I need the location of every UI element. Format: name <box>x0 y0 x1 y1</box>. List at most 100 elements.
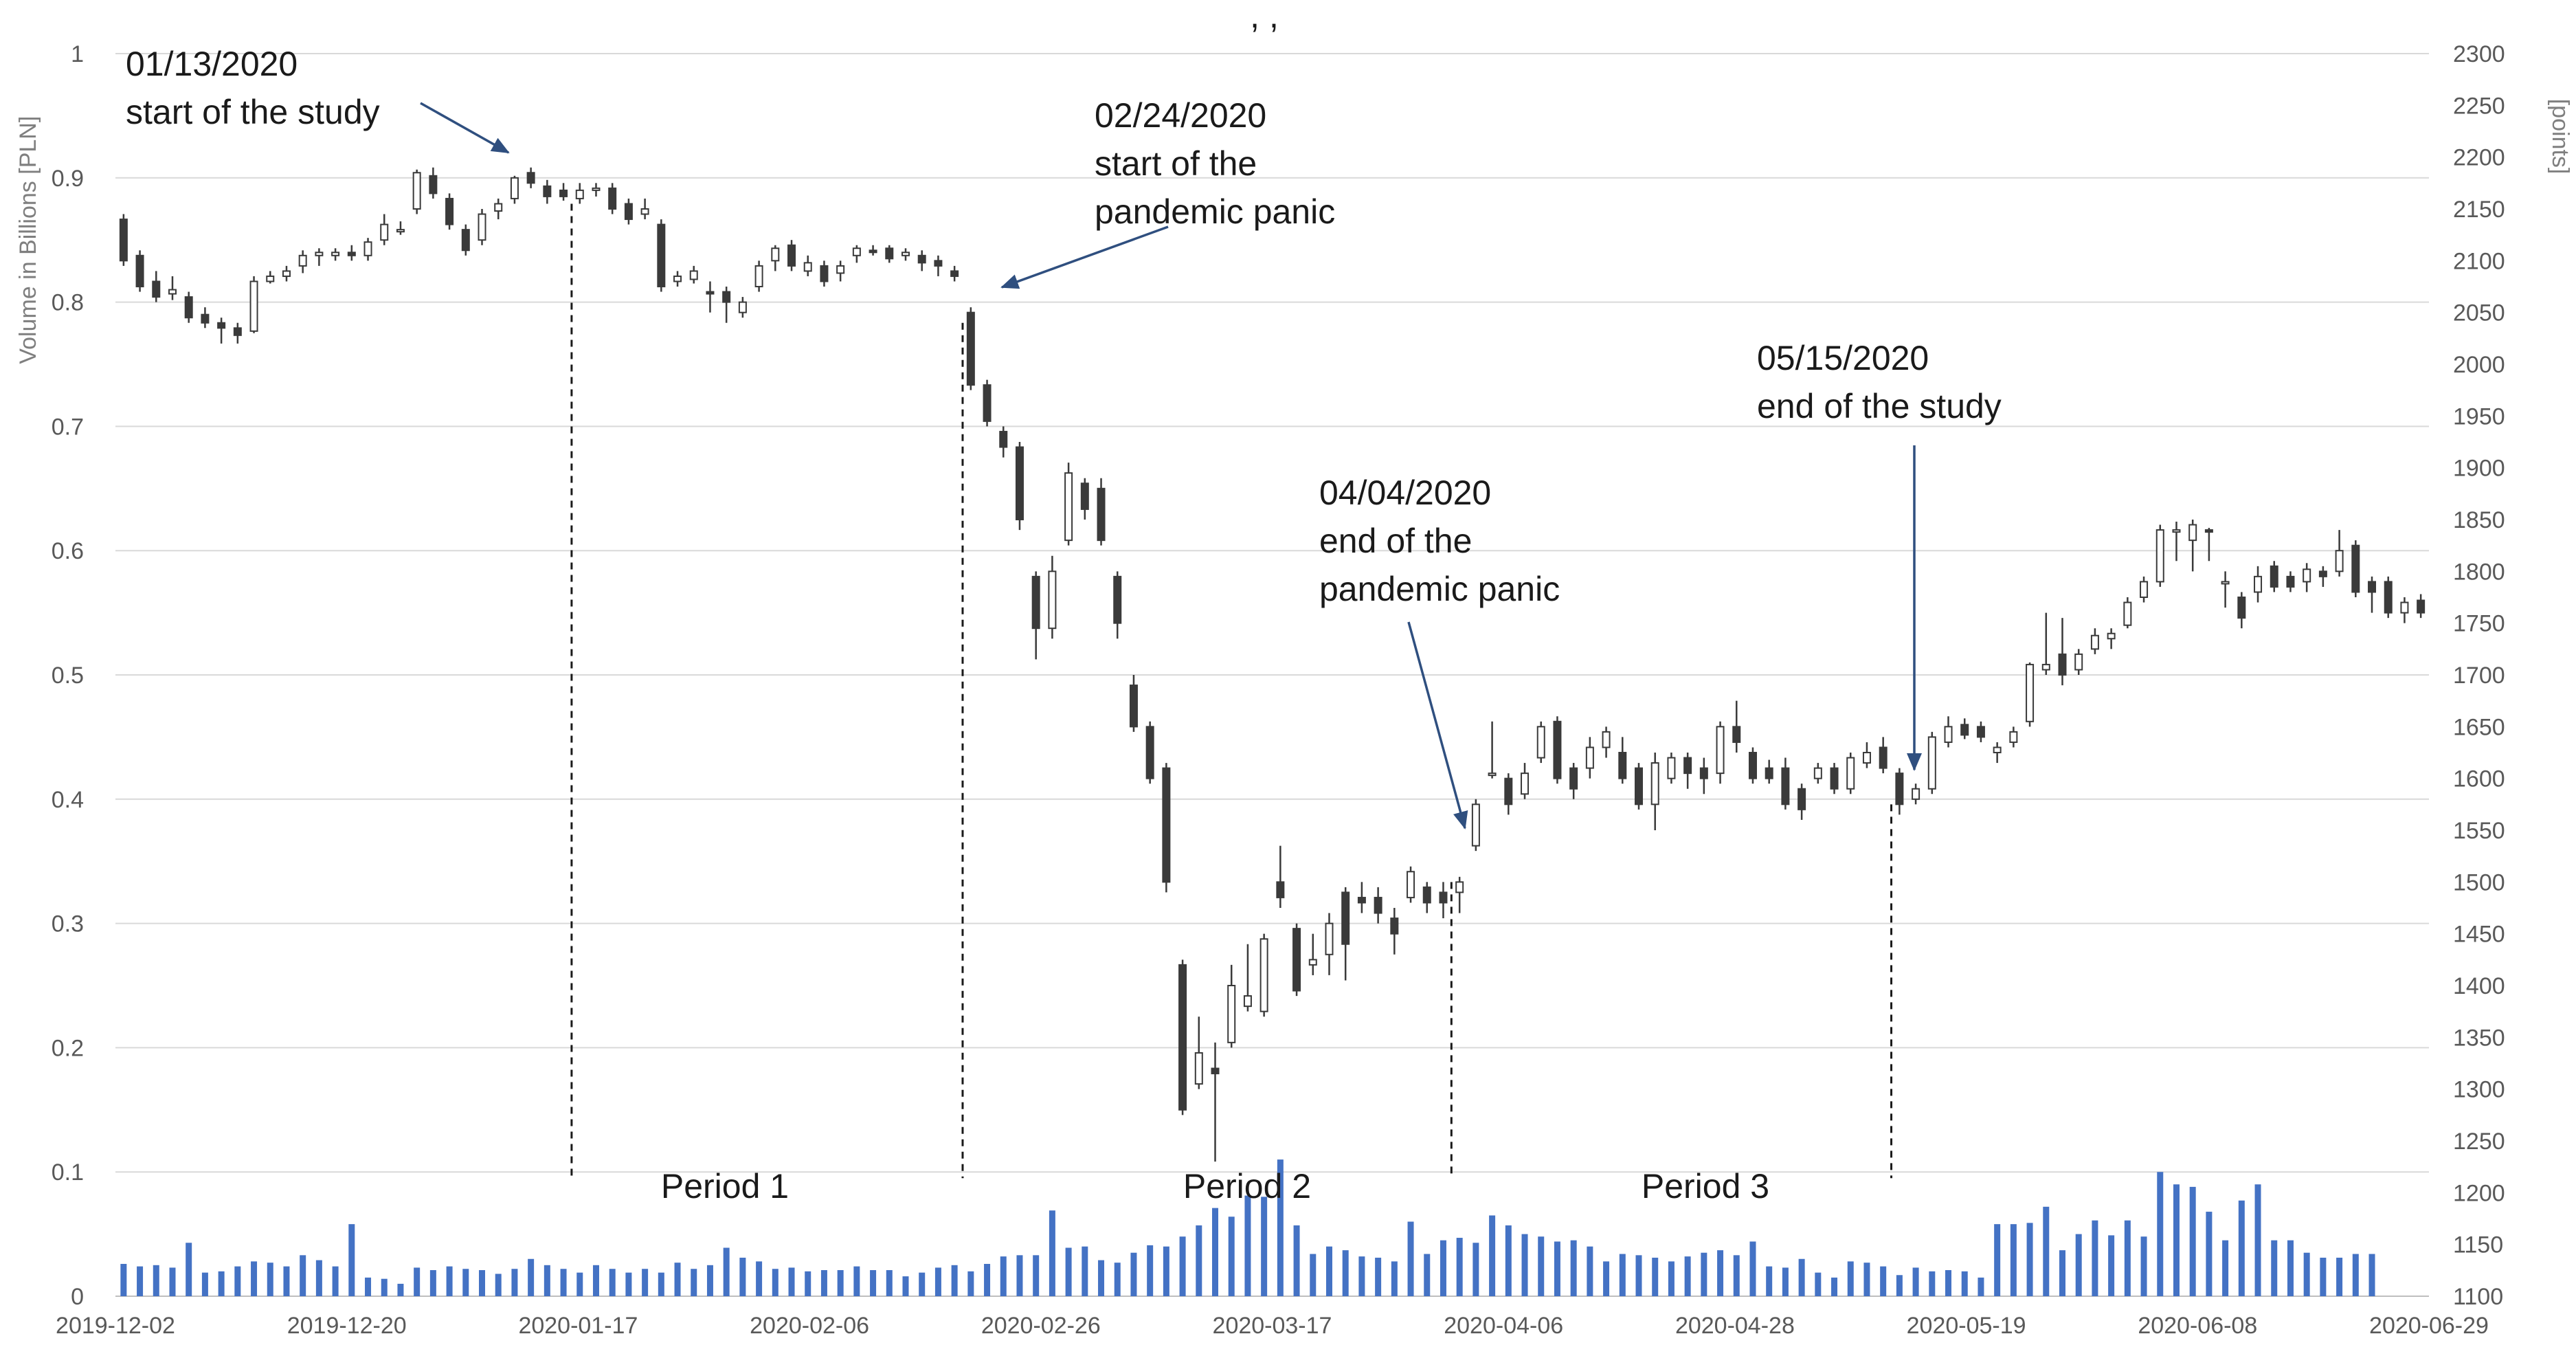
candle-body <box>608 187 617 210</box>
volume-bar <box>984 1263 991 1296</box>
volume-bar <box>853 1266 860 1296</box>
volume-bar <box>625 1272 632 1296</box>
volume-bar <box>1538 1236 1545 1296</box>
left-axis: 0 0.1 0.2 0.3 0.4 0.5 0.6 0.7 0.8 0.9 1 Volume in B… <box>15 41 84 1310</box>
candle <box>1927 731 1936 794</box>
x-axis-tick-label: 2019-12-20 <box>287 1313 407 1339</box>
candle <box>722 287 731 323</box>
candle-body <box>689 270 698 280</box>
candle-body <box>2026 663 2035 722</box>
candle-body <box>1341 891 1350 945</box>
candle <box>412 169 421 214</box>
candle <box>706 281 715 313</box>
candle <box>1390 908 1399 955</box>
candle <box>510 175 519 204</box>
candle-body <box>1813 767 1822 779</box>
volume-bar <box>1000 1256 1007 1296</box>
chart-title: , , <box>1250 0 1279 35</box>
candle-body <box>266 275 275 282</box>
candle <box>363 238 372 261</box>
left-axis-tick-label: 1 <box>71 41 84 67</box>
annotation-text: start of the <box>1095 144 1257 183</box>
candle <box>1862 742 1871 768</box>
right-axis-tick-label: 1650 <box>2453 714 2505 740</box>
period-label: Period 1 <box>661 1167 789 1205</box>
x-axis-tick-label: 2020-05-19 <box>1907 1313 2026 1339</box>
candle <box>1993 742 2002 764</box>
candle <box>1194 1016 1203 1089</box>
candle-body <box>1015 446 1024 520</box>
candle-body <box>1960 724 1969 736</box>
right-axis-tick-label: 2050 <box>2453 300 2505 326</box>
right-axis-tick-label: 1350 <box>2453 1025 2505 1051</box>
volume-bar <box>1570 1240 1577 1296</box>
candle-body <box>1618 752 1627 779</box>
volume-bar <box>1033 1255 1040 1296</box>
candle <box>1407 866 1415 903</box>
candle-body <box>2368 581 2377 593</box>
volume-bar <box>528 1258 535 1296</box>
right-axis-tick-label: 1700 <box>2453 663 2505 689</box>
volume-bar <box>2140 1236 2147 1296</box>
left-axis-tick-label: 0.3 <box>52 911 84 937</box>
candle-body <box>754 265 763 288</box>
volume-bar <box>1929 1271 1936 1296</box>
volume-bar <box>1342 1250 1349 1296</box>
candle <box>1243 944 1252 1012</box>
candle-body <box>1976 726 1985 738</box>
volume-bar <box>251 1261 258 1296</box>
volume-bar <box>511 1269 518 1296</box>
candle <box>1635 763 1644 810</box>
candle-body <box>869 249 877 254</box>
left-axis-tick-label: 0.7 <box>52 414 84 440</box>
candle-body <box>2400 601 2409 614</box>
volume-bar <box>1521 1234 1528 1296</box>
candle-body <box>1211 1067 1220 1075</box>
candle-body <box>1178 964 1187 1111</box>
volume-bar <box>315 1260 322 1296</box>
candle-body <box>1407 871 1415 898</box>
candle <box>869 245 877 256</box>
volume-bar <box>674 1263 681 1296</box>
candle-body <box>347 252 356 256</box>
volume-bar <box>462 1269 469 1296</box>
candle-body <box>1227 985 1236 1043</box>
candle <box>1259 933 1268 1017</box>
candle-body <box>331 252 340 256</box>
volume-bar <box>169 1267 176 1296</box>
candle-body <box>119 219 128 262</box>
annotation: 01/13/2020 start of the study <box>126 45 510 154</box>
volume-bar <box>2254 1184 2261 1296</box>
x-axis-tick-label: 2020-03-17 <box>1213 1313 1332 1339</box>
volume-bar <box>2352 1254 2359 1296</box>
volume-bar <box>1082 1246 1088 1296</box>
candle-body <box>1455 881 1464 893</box>
candle-body <box>2204 529 2213 533</box>
volume-bar <box>201 1272 208 1296</box>
candle-body <box>1259 938 1268 1012</box>
candle <box>1504 773 1513 815</box>
candle <box>1211 1042 1220 1162</box>
candle-body <box>640 208 649 215</box>
volume-bar <box>1277 1159 1284 1296</box>
annotation: 04/04/2020 end of the pandemic panic <box>1319 474 1560 830</box>
candle-body <box>1325 922 1334 955</box>
candle-body <box>934 260 943 267</box>
volume-bar <box>1896 1275 1903 1296</box>
candle-body <box>135 254 144 287</box>
volume-bar <box>723 1247 730 1296</box>
candle-body <box>2188 524 2197 542</box>
volume-bar <box>2336 1257 2343 1296</box>
candle <box>152 271 161 302</box>
candle-body <box>917 254 926 264</box>
candle <box>461 224 470 256</box>
annotation-text: pandemic panic <box>1095 192 1335 231</box>
x-axis-tick-label: 2020-06-08 <box>2138 1313 2257 1339</box>
volume-bar <box>870 1270 877 1296</box>
x-axis-tick-label: 2020-06-29 <box>2369 1313 2489 1339</box>
candle-body <box>1080 482 1089 510</box>
volume-bar <box>1880 1266 1887 1296</box>
candle <box>2351 540 2360 597</box>
candle <box>1895 768 1904 815</box>
volume-bar <box>706 1265 713 1296</box>
